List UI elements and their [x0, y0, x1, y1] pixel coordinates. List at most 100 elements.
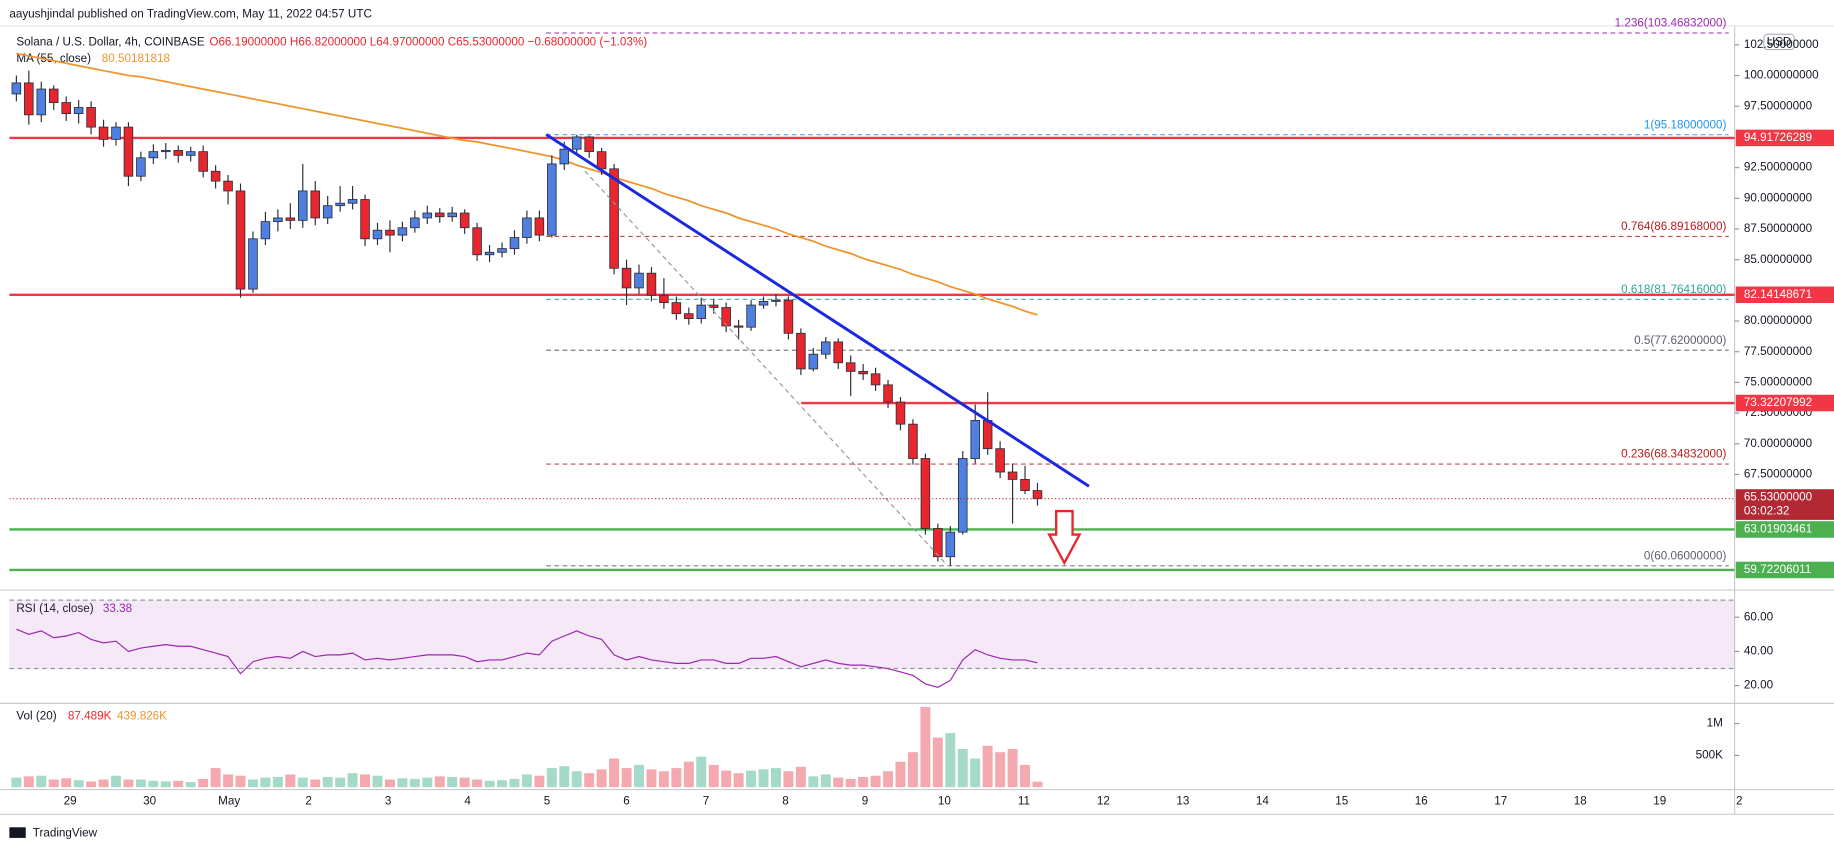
symbol: Solana / U.S. Dollar, 4h, COINBASE	[16, 36, 204, 49]
y-tick-label: 102.50000000	[1744, 38, 1819, 51]
currency-box[interactable]	[1763, 33, 1795, 51]
ma-line	[16, 52, 1038, 316]
candle-body	[982, 420, 993, 450]
y-tick-label: 67.50000000	[1744, 468, 1813, 481]
candle-body	[111, 126, 121, 140]
drawings	[545, 133, 1090, 566]
volume-bar	[135, 779, 146, 788]
volume-bar	[920, 707, 931, 788]
x-tick-label: 2	[305, 794, 312, 807]
candle-body	[646, 272, 657, 296]
candle-body	[472, 227, 482, 256]
candle-body	[721, 307, 731, 327]
x-tick-label: 19	[1653, 794, 1666, 807]
last-price-badge	[1735, 489, 1834, 520]
candle-body	[609, 168, 619, 269]
rsi-line	[16, 628, 1038, 688]
vol-ma-value: 439.826K	[117, 709, 167, 722]
candle-body	[434, 212, 445, 218]
fib-label: 0.764(86.89168000)	[1621, 220, 1726, 233]
candle-body	[235, 190, 246, 290]
candle-body	[397, 227, 408, 236]
level-badge	[1735, 129, 1834, 147]
candle-body	[746, 304, 756, 328]
candle-body	[571, 136, 582, 150]
volume-bar	[260, 777, 271, 788]
level-badge	[1735, 521, 1834, 538]
vol-value: 87.489K	[68, 709, 112, 722]
volume-bar	[1032, 781, 1043, 788]
candle-body	[771, 299, 781, 302]
candle-body	[858, 370, 868, 375]
candle-body	[497, 248, 507, 253]
candle-body	[322, 205, 333, 219]
volume-bar	[945, 733, 956, 788]
volume-bar	[833, 777, 844, 788]
candle-body	[360, 199, 370, 240]
candle-body	[86, 107, 96, 128]
volume-bar	[795, 766, 806, 788]
y-tick-label: 100.00000000	[1744, 69, 1819, 82]
countdown: 03:02:32	[1744, 505, 1789, 518]
ma-value: 80.50181818	[102, 52, 171, 65]
fib-label: 0.236(68.34832000)	[1621, 448, 1726, 461]
volume-bar	[384, 779, 395, 788]
volume-bar	[995, 752, 1006, 788]
x-tick-label: 4	[464, 794, 471, 807]
candle-body	[659, 294, 669, 304]
level-badge	[1735, 561, 1834, 579]
candle-body	[385, 229, 395, 236]
candle-body	[783, 299, 794, 334]
volume-bar	[86, 781, 97, 788]
candle-body	[48, 88, 59, 103]
candle-body	[933, 528, 943, 558]
volume-bar	[173, 780, 184, 788]
candle-body	[883, 384, 893, 403]
volume-bar	[148, 780, 159, 788]
vol-label: Vol (20)	[16, 709, 56, 722]
volume-bar	[721, 770, 732, 788]
x-tick-label: 15	[1335, 794, 1348, 807]
candle-body	[347, 199, 358, 204]
candle-body	[273, 217, 283, 223]
candle-body	[908, 423, 918, 459]
candle-body	[522, 217, 532, 238]
volume-bar	[883, 771, 894, 788]
x-tick-label: 8	[782, 794, 789, 807]
x-tick-label: 14	[1256, 794, 1269, 807]
candle-body	[459, 212, 470, 229]
x-tick-label: 5	[544, 794, 551, 807]
volume-bar	[185, 782, 196, 788]
volume-bar	[247, 779, 258, 788]
volume-bar	[521, 774, 532, 788]
candle-body	[73, 107, 84, 115]
candle-body	[895, 401, 906, 425]
y-tick-label: 87.50000000	[1744, 222, 1813, 235]
volume-bar	[783, 771, 794, 788]
candle-body	[796, 332, 806, 370]
x-tick-label: 3	[385, 794, 392, 807]
candle-body	[1007, 471, 1018, 480]
fib-label: 0(60.06000000)	[1644, 549, 1727, 562]
volume-bar	[235, 775, 246, 788]
volume-bar	[397, 778, 408, 788]
volume-bar	[584, 773, 595, 788]
candle-body	[198, 151, 208, 172]
x-tick-label: 11	[1018, 794, 1030, 807]
currency[interactable]: USD	[1767, 36, 1792, 49]
candle-body	[696, 304, 707, 320]
candle-body	[758, 300, 769, 306]
level-label: 63.01903461	[1744, 523, 1812, 536]
y-tick-label: 80.00000000	[1744, 314, 1813, 327]
candle-body	[684, 313, 694, 320]
volume-bar	[1020, 764, 1031, 788]
candle-body	[173, 150, 184, 156]
candle-body	[410, 217, 420, 229]
brand: TradingView	[33, 826, 98, 839]
level-label: 59.72206011	[1744, 563, 1811, 576]
volume-bar	[546, 768, 557, 788]
candle-body	[447, 212, 457, 218]
candle-body	[11, 82, 22, 95]
level-badge	[1735, 394, 1834, 412]
vol-tick-label: 1M	[1707, 717, 1723, 730]
